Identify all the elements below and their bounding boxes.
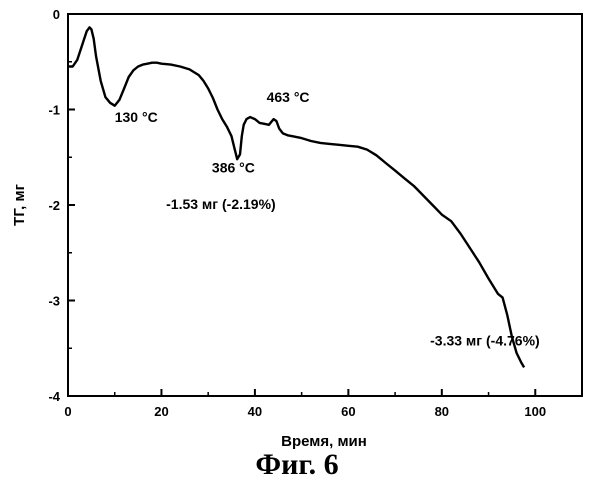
x-tick-label-0: 0 — [64, 404, 71, 419]
x-tick-label-20: 20 — [154, 404, 168, 419]
x-tick-label-100: 100 — [524, 404, 546, 419]
annotation-1: 463 °C — [267, 89, 310, 105]
axis-tick-labels: 0 20 40 60 80 100 0 -1 -2 -3 -4 — [48, 7, 546, 419]
x-tick-label-80: 80 — [435, 404, 449, 419]
y-axis-title: ТГ, мг — [11, 184, 28, 226]
tg-curve-line — [68, 27, 524, 367]
annotation-0: 130 °C — [115, 109, 158, 125]
x-tick-label-40: 40 — [248, 404, 262, 419]
y-tick-label--3: -3 — [48, 294, 60, 309]
annotation-2: 386 °C — [212, 160, 255, 176]
y-tick-label--2: -2 — [48, 198, 60, 213]
annotation-4: -3.33 мг (-4.76%) — [430, 332, 540, 348]
y-tick-label--1: -1 — [48, 103, 60, 118]
chart-annotations: 130 °C 463 °C 386 °C -1.53 мг (-2.19%) -3.33… — [115, 89, 540, 349]
y-tick-label-0: 0 — [53, 7, 60, 22]
x-tick-label-60: 60 — [341, 404, 355, 419]
figure-caption: Фиг. 6 — [0, 448, 594, 482]
annotation-3: -1.53 мг (-2.19%) — [166, 196, 276, 212]
y-tick-label--4: -4 — [48, 389, 60, 404]
chart: 0 20 40 60 80 100 0 -1 -2 -3 -4 130 °C 463 °C 386 °C… — [0, 0, 594, 470]
